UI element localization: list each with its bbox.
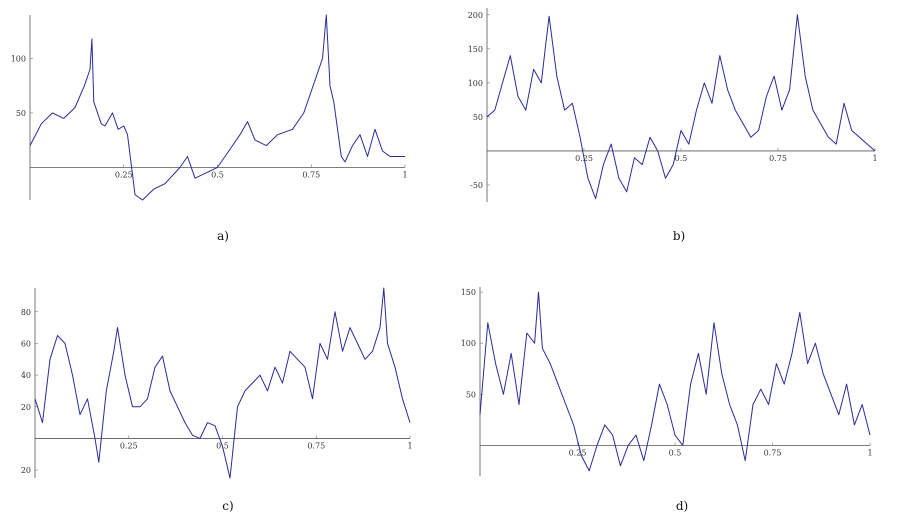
x-tick-label-a-3: 1 — [402, 170, 407, 179]
x-tick-label-c-2: 0.75 — [307, 441, 325, 450]
y-tick-label-a-0: 50 — [16, 109, 26, 118]
series-line-b — [486, 14, 876, 200]
y-tick-label-c-3: 60 — [21, 339, 31, 348]
y-tick-label-c-1: 20 — [21, 403, 31, 412]
panel-caption-c: c) — [222, 499, 233, 513]
x-tick-label-a-0: 0.25 — [115, 170, 133, 179]
y-tick-label-d-0: 50 — [466, 390, 476, 399]
x-tick-label-a-2: 0.75 — [302, 170, 320, 179]
x-tick-label-b-3: 1 — [872, 154, 877, 163]
x-tick-label-d-1: 0.5 — [669, 448, 682, 457]
y-tick-label-c-2: 40 — [21, 371, 31, 380]
panel-caption-a: a) — [217, 229, 229, 243]
x-tick-label-b-2: 0.75 — [769, 154, 787, 163]
series-line-c — [34, 287, 411, 479]
series-line-a — [29, 14, 405, 201]
y-tick-label-b-3: 150 — [468, 45, 483, 54]
chart-panel-a: 0.25 0.5 0.75 1 50 100 a) — [11, 14, 408, 243]
x-tick-label-c-3: 1 — [407, 441, 412, 450]
y-tick-label-b-4: 200 — [468, 11, 483, 20]
y-tick-label-d-2: 150 — [461, 288, 476, 297]
x-tick-label-b-1: 0.5 — [675, 154, 688, 163]
series-line-d — [479, 291, 871, 472]
x-tick-label-d-2: 0.75 — [764, 448, 782, 457]
panel-caption-b: b) — [673, 229, 685, 243]
y-tick-label-b-2: 100 — [468, 79, 483, 88]
panel-caption-d: d) — [676, 499, 688, 513]
x-tick-label-c-0: 0.25 — [120, 441, 138, 450]
y-tick-label-b-1: 50 — [473, 113, 483, 122]
x-tick-label-d-3: 1 — [867, 448, 872, 457]
y-tick-label-c-0: 20 — [21, 466, 31, 475]
x-tick-label-d-0: 0.25 — [569, 448, 587, 457]
x-tick-label-a-1: 0.5 — [211, 170, 224, 179]
y-tick-label-d-1: 100 — [461, 339, 476, 348]
y-tick-label-a-1: 100 — [11, 55, 26, 64]
y-tick-label-c-4: 80 — [21, 308, 31, 317]
y-tick-label-b-0: -50 — [470, 181, 483, 190]
